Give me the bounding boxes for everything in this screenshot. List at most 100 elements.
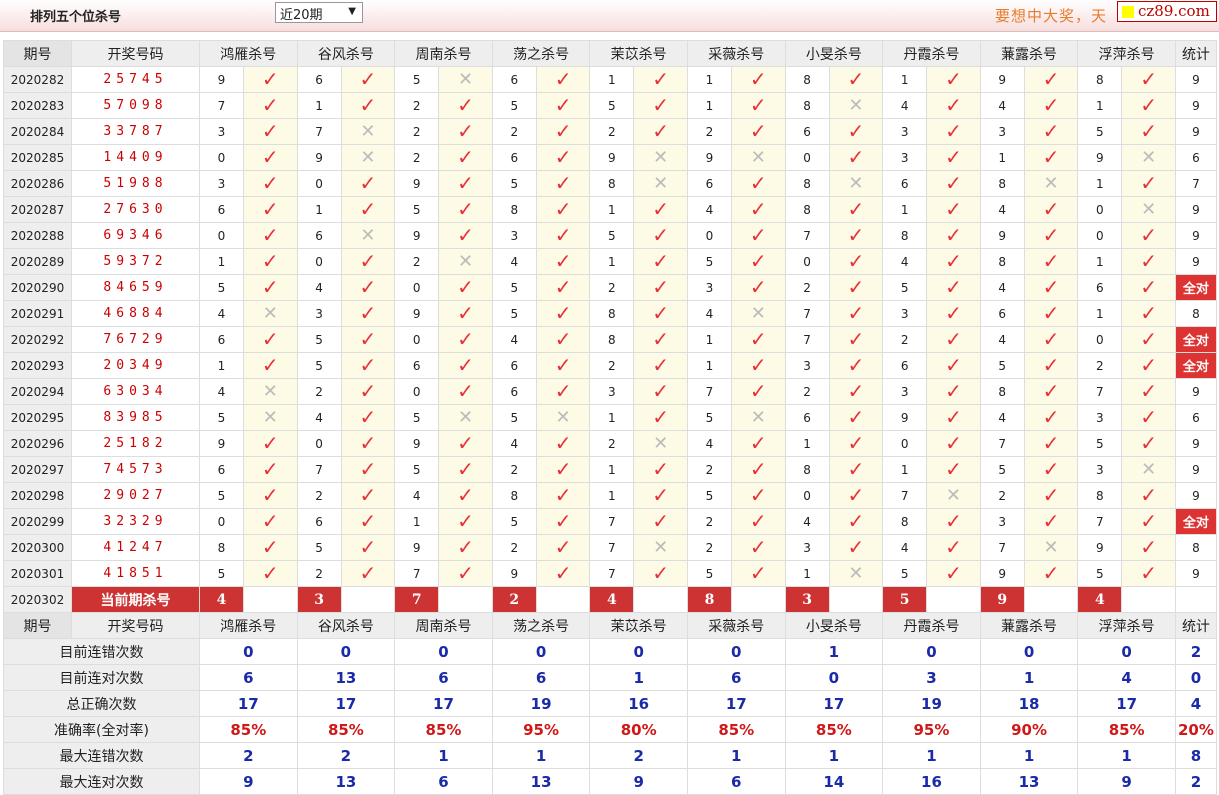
check-icon: ✓ [243, 222, 298, 249]
check-icon: ✓ [243, 430, 298, 457]
stats-value: 6 [686, 664, 786, 691]
period-cell: 2020291 [3, 300, 72, 327]
check-icon: ✓ [828, 456, 884, 483]
stats-value: 8 [1174, 742, 1217, 769]
kill-number: 7 [784, 300, 830, 327]
draw-number: 74573 [71, 456, 200, 483]
kill-number: 3 [979, 118, 1025, 145]
stats-value: 6 [394, 664, 493, 691]
kill-number: 8 [1077, 482, 1123, 509]
stats-value: 19 [491, 690, 591, 717]
kill-number: 8 [784, 456, 830, 483]
stat-cell: 9 [1174, 378, 1217, 405]
check-icon: ✓ [243, 92, 298, 119]
kill-number: 2 [686, 118, 732, 145]
table-row: 2020287 27630 6 ✓ 1 ✓ 5 ✓ 8 ✓ 1 ✓ 4 ✓ 8 ✓ 1 ✓ 4 ✓ 0 ✕ 9 [3, 196, 1217, 223]
stats-label: 准确率(全对率) [3, 716, 200, 743]
check-icon: ✓ [438, 144, 493, 171]
current-kill-number: 7 [394, 586, 440, 613]
check-icon: ✓ [438, 508, 493, 535]
kill-number: 2 [686, 534, 732, 561]
period-cell: 2020293 [3, 352, 72, 379]
check-icon: ✓ [1023, 508, 1079, 535]
check-icon: ✓ [535, 482, 591, 509]
check-icon: ✓ [243, 508, 298, 535]
kill-number: 9 [1077, 144, 1123, 171]
kill-number: 1 [1077, 170, 1123, 197]
kill-number: 1 [1077, 92, 1123, 119]
kill-number: 4 [979, 196, 1025, 223]
kill-number: 5 [394, 66, 440, 93]
kill-number: 8 [882, 222, 928, 249]
current-kill-number: 3 [296, 586, 342, 613]
stats-value: 1 [979, 742, 1079, 769]
period-cell: 2020300 [3, 534, 72, 561]
kill-number: 2 [394, 144, 440, 171]
current-kill-number: 3 [784, 586, 830, 613]
check-icon: ✓ [340, 508, 396, 535]
slogan: 要想中大奖，天 [995, 7, 1108, 25]
stat-cell: 9 [1174, 196, 1217, 223]
draw-number: 76729 [71, 326, 200, 353]
check-icon: ✓ [633, 326, 688, 353]
check-icon: ✓ [633, 248, 688, 275]
table-row: 2020285 14409 0 ✓ 9 ✕ 2 ✓ 6 ✓ 9 ✕ 9 ✕ 0 ✓ 3 ✓ 1 ✓ 9 ✕ 6 [3, 144, 1217, 171]
period-range-select[interactable]: 近20期 ▼ [275, 2, 363, 23]
check-icon: ✓ [1121, 326, 1176, 353]
kill-number: 2 [686, 508, 732, 535]
kill-number: 6 [882, 170, 928, 197]
kill-number: 4 [882, 92, 928, 119]
table-row: 2020283 57098 7 ✓ 1 ✓ 2 ✓ 5 ✓ 5 ✓ 1 ✓ 8 ✕ 4 ✓ 4 ✓ 1 ✓ 9 [3, 92, 1217, 119]
check-icon: ✓ [340, 196, 396, 223]
kill-number: 2 [296, 560, 342, 587]
stats-value: 1 [394, 742, 493, 769]
table-row: 2020294 63034 4 ✕ 2 ✓ 0 ✓ 6 ✓ 3 ✓ 7 ✓ 2 ✓ 3 ✓ 8 ✓ 7 ✓ 9 [3, 378, 1217, 405]
kill-number: 2 [394, 118, 440, 145]
cross-icon: ✕ [633, 534, 688, 561]
current-kill-number: 4 [589, 586, 635, 613]
check-icon: ✓ [340, 482, 396, 509]
kill-number: 6 [491, 352, 537, 379]
check-icon: ✓ [1023, 456, 1079, 483]
header-expert: 荡之杀号 [491, 612, 591, 639]
empty-cell [926, 586, 981, 613]
kill-number: 5 [589, 222, 635, 249]
kill-number: 2 [491, 456, 537, 483]
current-kill-number: 5 [882, 586, 928, 613]
check-icon: ✓ [340, 300, 396, 327]
empty-cell [340, 586, 396, 613]
kill-number: 5 [491, 92, 537, 119]
period-cell: 2020282 [3, 66, 72, 93]
kill-number: 5 [882, 560, 928, 587]
kill-number: 5 [686, 560, 732, 587]
check-icon: ✓ [926, 508, 981, 535]
kill-number: 0 [784, 144, 830, 171]
table-row: 2020293 20349 1 ✓ 5 ✓ 6 ✓ 6 ✓ 2 ✓ 1 ✓ 3 ✓ 6 ✓ 5 ✓ 2 ✓ 全对 [3, 352, 1217, 379]
kill-number: 9 [1077, 534, 1123, 561]
check-icon: ✓ [1121, 378, 1176, 405]
kill-number: 0 [784, 482, 830, 509]
stats-value: 85% [784, 716, 884, 743]
kill-number: 2 [491, 118, 537, 145]
kill-number: 5 [296, 534, 342, 561]
check-icon: ✓ [926, 92, 981, 119]
cross-icon: ✕ [438, 66, 493, 93]
empty-cell [535, 586, 591, 613]
cross-icon: ✕ [828, 92, 884, 119]
site-logo[interactable]: cz89.com [1117, 1, 1217, 22]
kill-number: 6 [199, 196, 244, 223]
check-icon: ✓ [926, 456, 981, 483]
check-icon: ✓ [1121, 352, 1176, 379]
stats-value: 9 [589, 768, 688, 795]
stats-value: 4 [1174, 690, 1217, 717]
check-icon: ✓ [243, 196, 298, 223]
kill-number: 8 [979, 378, 1025, 405]
table-row: 2020286 51988 3 ✓ 0 ✓ 9 ✓ 5 ✓ 8 ✕ 6 ✓ 8 ✕ 6 ✓ 8 ✕ 1 ✓ 7 [3, 170, 1217, 197]
check-icon: ✓ [243, 534, 298, 561]
stats-value: 6 [394, 768, 493, 795]
check-icon: ✓ [926, 352, 981, 379]
check-icon: ✓ [243, 482, 298, 509]
check-icon: ✓ [1121, 170, 1176, 197]
kill-number: 9 [199, 66, 244, 93]
empty-cell [1174, 586, 1217, 613]
